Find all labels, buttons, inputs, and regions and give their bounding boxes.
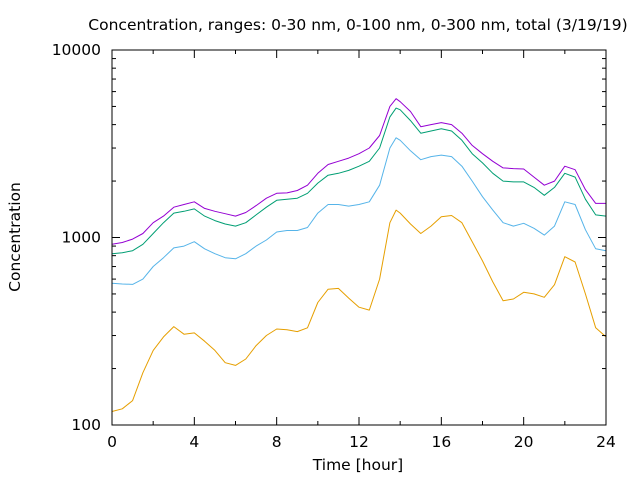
x-tick-label: 8	[272, 433, 282, 451]
series-line-3	[111, 107, 607, 255]
x-tick-label: 4	[189, 433, 199, 451]
x-axis-label: Time [hour]	[312, 456, 403, 474]
chart-title: Concentration, ranges: 0-30 nm, 0-100 nm…	[88, 16, 627, 34]
x-tick-label: 16	[431, 433, 451, 451]
series-line-4	[111, 98, 606, 245]
x-tick-label: 12	[349, 433, 369, 451]
x-tick-label: 24	[596, 433, 616, 451]
y-tick-label: 10000	[52, 41, 101, 59]
y-tick-label: 1000	[62, 229, 101, 247]
x-tick-label: 0	[107, 433, 117, 451]
y-axis-label: Concentration	[6, 182, 24, 292]
axis-ticks: 0 4 8 12 16 20 24 100 1000 10000	[52, 41, 616, 451]
series-layer	[111, 98, 607, 412]
plot-frame	[111, 49, 607, 426]
series-line-1	[111, 209, 607, 412]
x-tick-label: 20	[514, 433, 534, 451]
series-line-2	[111, 137, 607, 285]
y-tick-label: 100	[71, 416, 101, 434]
